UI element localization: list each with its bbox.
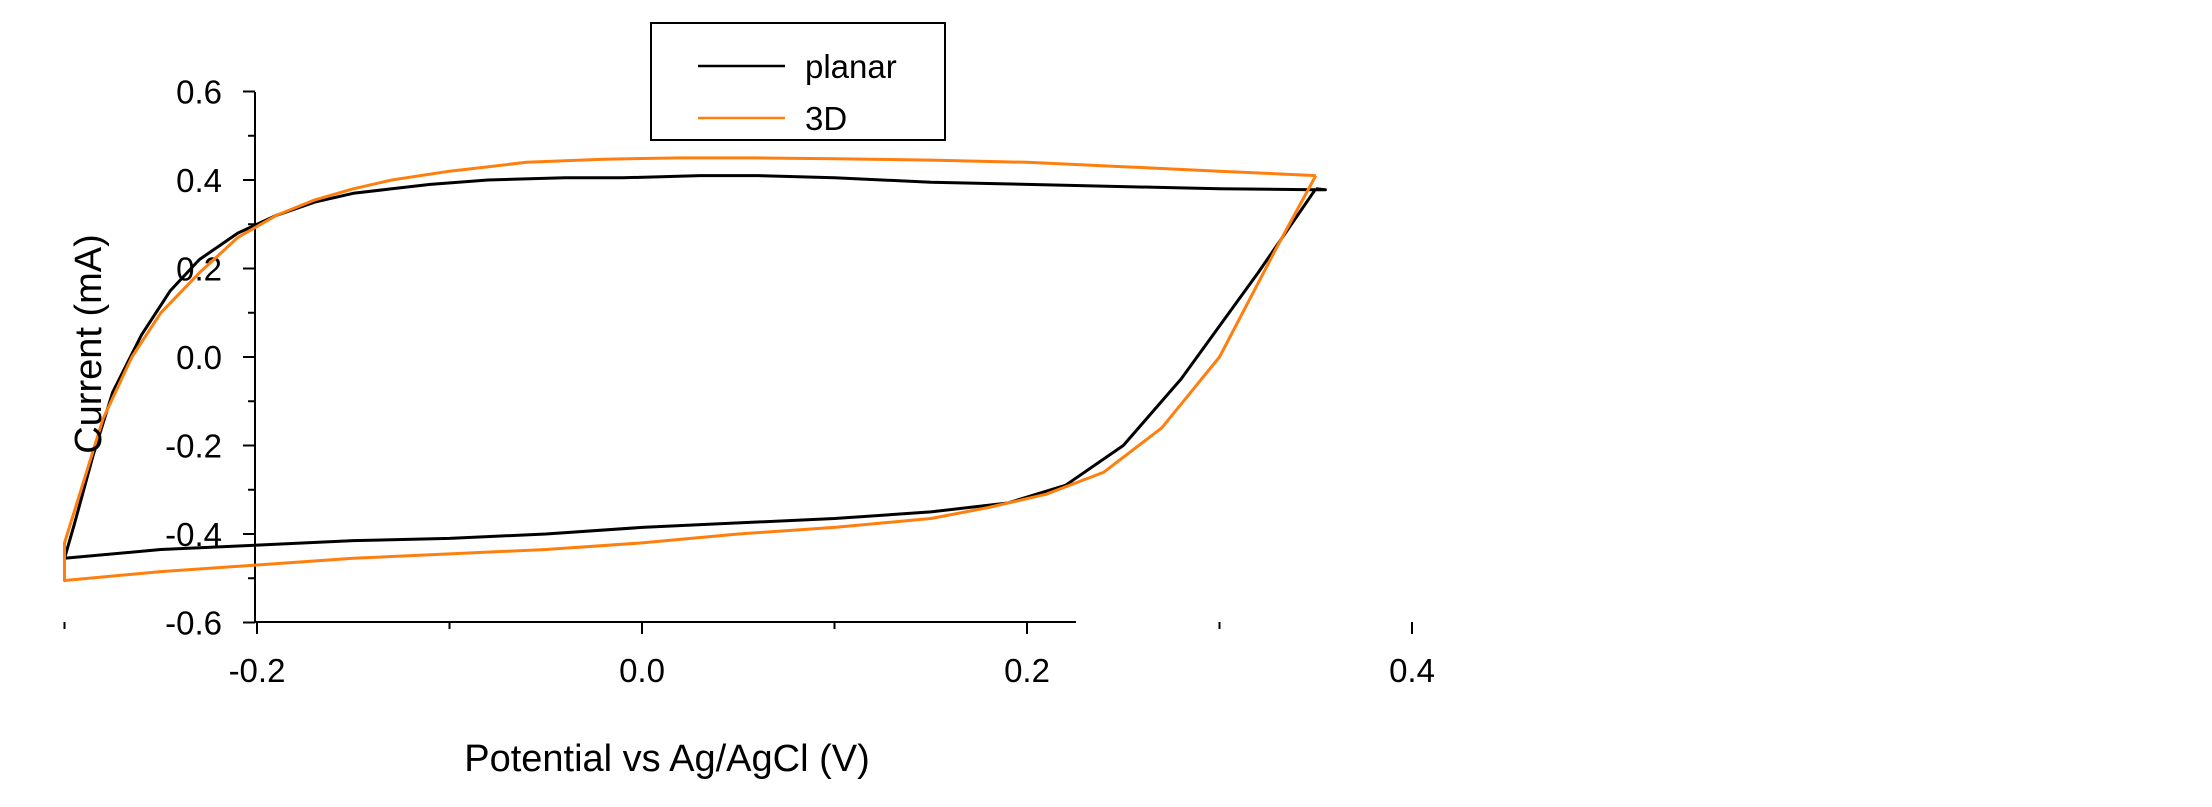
legend-label-planar: planar xyxy=(805,48,897,85)
y-tick-label: 0.2 xyxy=(176,251,222,288)
y-tick-label: 0.4 xyxy=(176,162,222,199)
y-axis-title: Current (mA) xyxy=(68,234,110,454)
x-tick-label: 0.4 xyxy=(1389,652,1435,689)
x-tick-label: 0.0 xyxy=(619,652,665,689)
y-tick-label: -0.6 xyxy=(165,605,222,642)
x-tick-label: 0.2 xyxy=(1004,652,1050,689)
x-axis-title: Potential vs Ag/AgCl (V) xyxy=(464,738,870,780)
y-tick-label: -0.2 xyxy=(165,428,222,465)
axes-layer: -0.6-0.4-0.20.00.20.40.6-0.4-0.20.00.20.… xyxy=(63,74,1435,689)
x-tick-label: -0.2 xyxy=(229,652,286,689)
y-tick-label: 0.0 xyxy=(176,339,222,376)
series-layer xyxy=(63,156,1327,582)
y-tick-label: 0.6 xyxy=(176,74,222,111)
series-line-3d xyxy=(63,156,1318,582)
legend-label-3d: 3D xyxy=(805,100,847,137)
legend: planar 3D xyxy=(650,22,946,141)
series-line-planar xyxy=(63,174,1327,560)
legend-box xyxy=(650,22,946,141)
